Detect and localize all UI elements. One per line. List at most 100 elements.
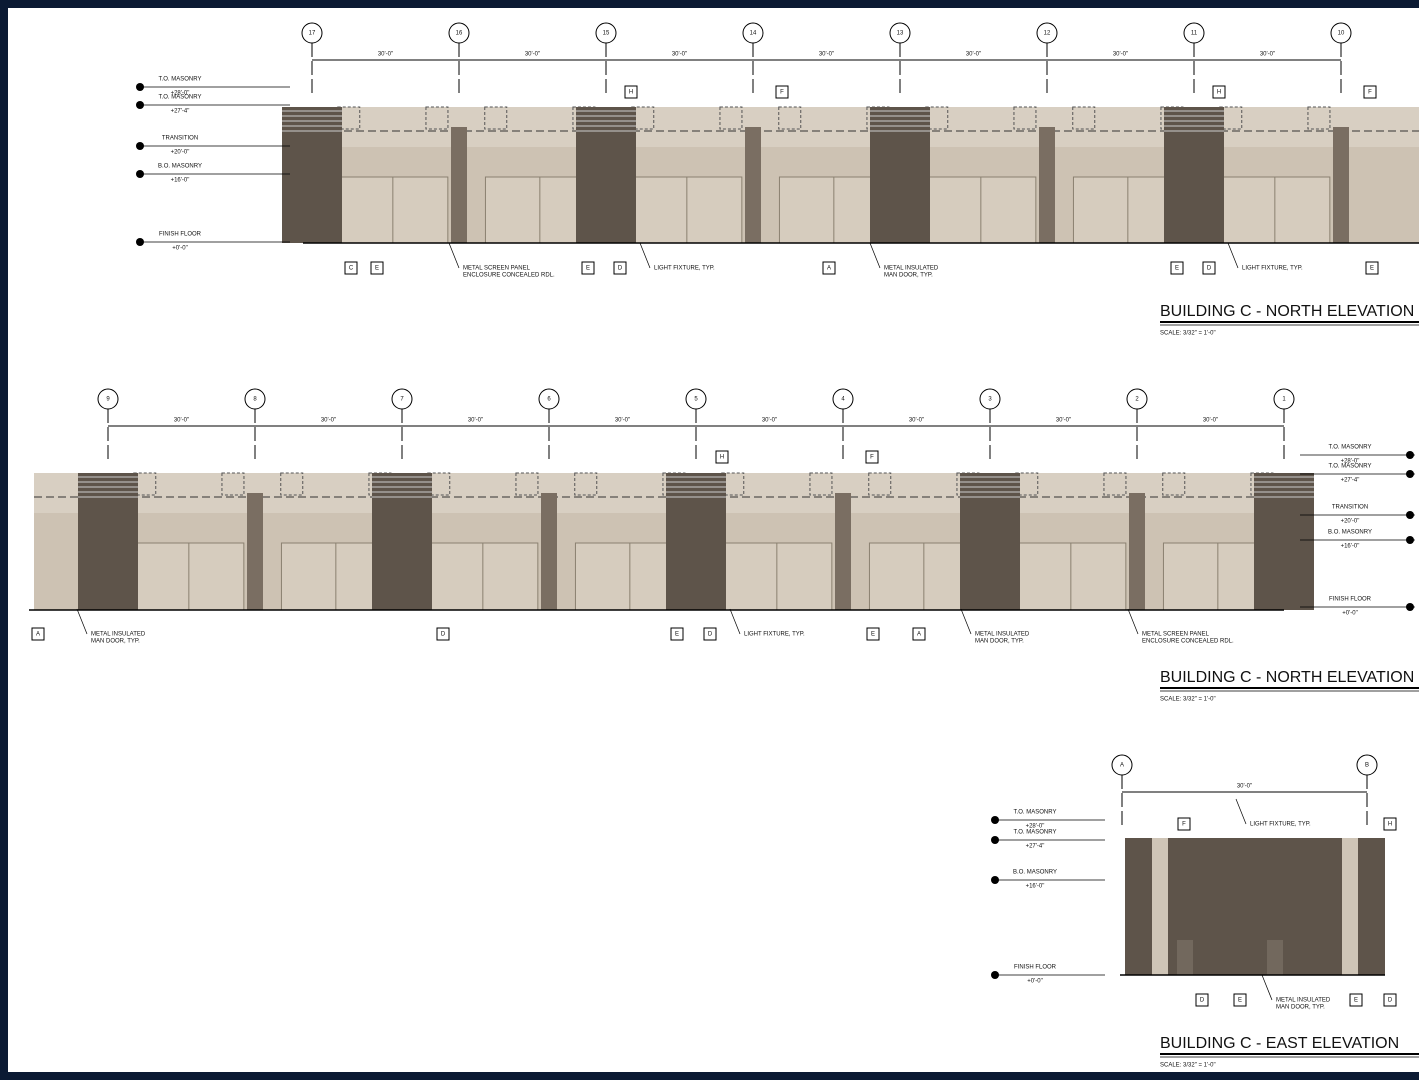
level-name: B.O. MASONRY: [1328, 530, 1372, 536]
level-name: B.O. MASONRY: [158, 164, 202, 170]
grid-bubble: [1036, 22, 1058, 44]
grid-label: 7: [400, 397, 404, 403]
overhead-door: [574, 542, 631, 611]
level-elevation: +16'-0": [171, 178, 190, 184]
leader: [448, 242, 460, 269]
callout: ENCLOSURE CONCEALED RDL.: [463, 273, 555, 279]
screen-panel: [574, 472, 598, 496]
keynote: F: [1182, 822, 1186, 828]
overhead-door: [280, 542, 337, 611]
grid-label: 17: [309, 31, 316, 37]
keynote: A: [917, 632, 921, 638]
grid-bubble: [685, 388, 707, 410]
callout: LIGHT FIXTURE, TYP.: [654, 266, 715, 272]
level-name: TRANSITION: [1332, 505, 1368, 511]
level-elevation: +27'-4": [1341, 478, 1360, 484]
level-name: T.O. MASONRY: [159, 77, 202, 83]
overhead-door: [686, 176, 743, 244]
leader: [639, 242, 651, 269]
overhead-door: [1219, 176, 1276, 244]
callout: MAN DOOR, TYP.: [975, 639, 1024, 645]
man-door: [1177, 940, 1193, 975]
dimension: 30'-0": [909, 418, 924, 424]
leader: [1227, 242, 1239, 269]
level-name: T.O. MASONRY: [1329, 464, 1372, 470]
overhead-door: [925, 176, 982, 244]
keynote-box: [866, 627, 880, 641]
level-elevation: +20'-0": [171, 150, 190, 156]
screen-panel: [1103, 472, 1127, 496]
keynote: E: [871, 632, 875, 638]
level-marker: [1406, 451, 1414, 459]
leader: [729, 608, 741, 635]
level-name: T.O. MASONRY: [1014, 810, 1057, 816]
grid-label: 10: [1338, 31, 1345, 37]
keynote: E: [1238, 998, 1242, 1004]
level-name: FINISH FLOOR: [1014, 965, 1057, 971]
level-marker: [991, 876, 999, 884]
grid-label: 9: [106, 397, 110, 403]
overhead-door: [133, 542, 190, 611]
overhead-door: [1070, 542, 1127, 611]
grid-label: 13: [897, 31, 904, 37]
keynote-box: [670, 627, 684, 641]
screen-panel: [1013, 106, 1037, 130]
screen-panel: [868, 472, 892, 496]
keynote: A: [36, 632, 40, 638]
level-marker: [1406, 603, 1414, 611]
overhead-door: [484, 176, 541, 244]
grid-label: 6: [547, 397, 551, 403]
masonry-pier: [576, 107, 636, 243]
level-name: B.O. MASONRY: [1013, 870, 1057, 876]
level-marker: [136, 170, 144, 178]
grid-label: 3: [988, 397, 992, 403]
column: [745, 127, 761, 243]
masonry-pier: [282, 107, 342, 243]
facade-upper: [34, 473, 1284, 513]
level-elevation: +28'-0": [1341, 459, 1360, 465]
grid-label: 4: [841, 397, 845, 403]
level-name: T.O. MASONRY: [159, 95, 202, 101]
screen-panel: [221, 472, 245, 496]
level-marker: [1406, 536, 1414, 544]
keynote: F: [1368, 90, 1372, 96]
grid-label: 11: [1191, 31, 1198, 37]
dimension: 30'-0": [966, 52, 981, 58]
grid-bubble: [1183, 22, 1205, 44]
screen-panel: [515, 472, 539, 496]
level-marker: [136, 238, 144, 246]
level-elevation: +27'-4": [1026, 844, 1045, 850]
level-elevation: +16'-0": [1341, 544, 1360, 550]
callout: METAL SCREEN PANEL: [1142, 632, 1210, 638]
callout: LIGHT FIXTURE, TYP.: [1250, 822, 1311, 828]
level-name: FINISH FLOOR: [159, 232, 202, 238]
screen-panel: [1307, 106, 1331, 130]
keynote: E: [375, 266, 379, 272]
grid-bubble: [538, 388, 560, 410]
level-marker: [991, 836, 999, 844]
keynote: D: [1200, 998, 1205, 1004]
grid-label: B: [1365, 763, 1369, 769]
screen-panel: [1162, 472, 1186, 496]
keynote: D: [1207, 266, 1212, 272]
keynote-box: [1363, 85, 1377, 99]
level-marker: [136, 142, 144, 150]
keynote: E: [675, 632, 679, 638]
callout: ENCLOSURE CONCEALED RDL.: [1142, 639, 1234, 645]
keynote: F: [870, 455, 874, 461]
overhead-door: [1274, 176, 1331, 244]
overhead-door: [482, 542, 539, 611]
screen-panel: [719, 106, 743, 130]
dimension: 30'-0": [1203, 418, 1218, 424]
drawing-title: BUILDING C - EAST ELEVATION: [1160, 1035, 1399, 1052]
level-marker: [136, 83, 144, 91]
callout: MAN DOOR, TYP.: [1276, 1005, 1325, 1011]
callout: MAN DOOR, TYP.: [884, 273, 933, 279]
dimension: 30'-0": [378, 52, 393, 58]
overhead-door: [631, 176, 688, 244]
column: [541, 493, 557, 610]
grid-bubble: [595, 22, 617, 44]
overhead-door: [721, 542, 778, 611]
keynote-box: [436, 627, 450, 641]
